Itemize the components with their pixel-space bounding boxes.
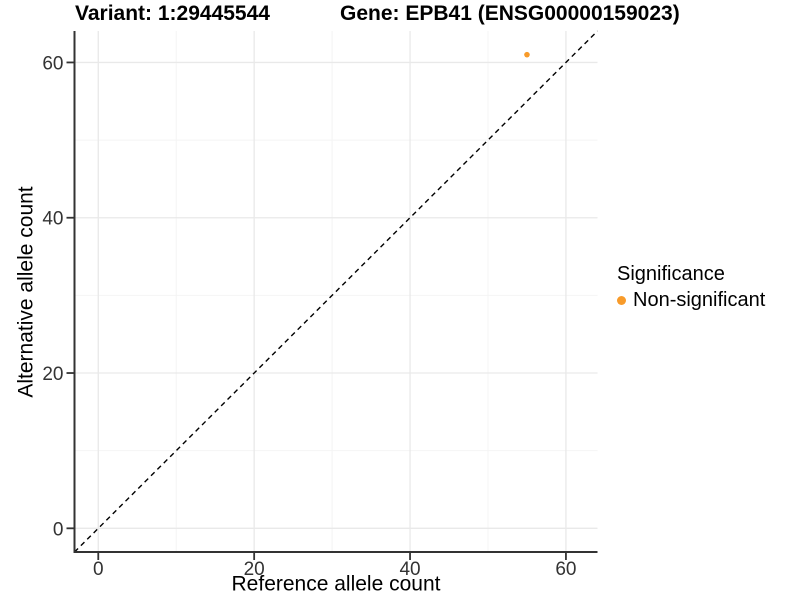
x-axis-title: Reference allele count [231, 572, 441, 596]
y-tick-label: 0 [53, 519, 64, 540]
x-tick-label: 0 [93, 559, 104, 580]
x-tick-label: 20 [244, 559, 265, 580]
identity-reference-line [74, 30, 598, 553]
x-tick-label: 40 [399, 559, 420, 580]
data-point [524, 51, 530, 58]
y-tick-label: 40 [42, 209, 63, 230]
y-tick-label: 60 [42, 53, 63, 74]
legend-item-label: Non-significant [633, 289, 766, 311]
legend-title: Significance [617, 263, 725, 285]
legend: Significance Non-significant [617, 262, 765, 311]
plot-title-variant: Variant: 1:29445544 [75, 2, 270, 25]
legend-item: Non-significant [617, 289, 765, 311]
plot-title-gene: Gene: EPB41 (ENSG00000159023) [340, 2, 680, 25]
y-axis-title: Alternative allele count [14, 186, 38, 398]
legend-point-icon [617, 295, 626, 305]
y-tick-label: 20 [42, 364, 63, 385]
x-tick-label: 60 [555, 559, 576, 580]
